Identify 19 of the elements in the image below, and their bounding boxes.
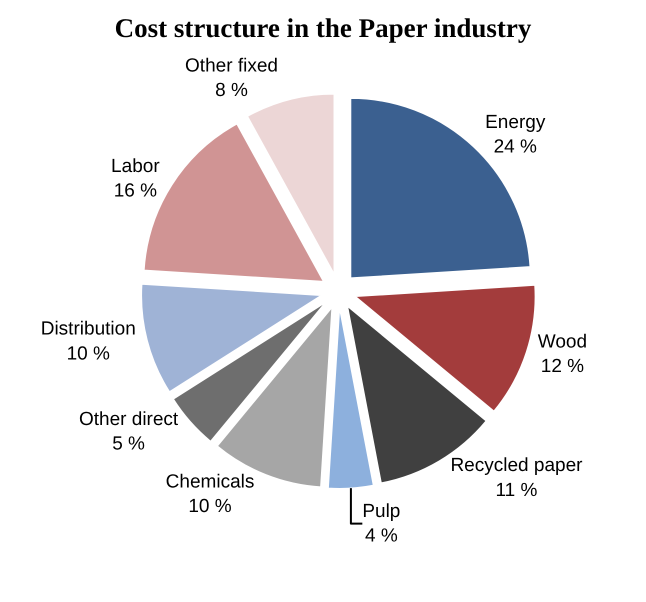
slice-label: Labor [111,156,160,177]
data-label: 10 % [188,496,232,518]
data-label: 8 % [215,80,248,102]
slice-label: Pulp [362,500,400,522]
chart-title: Cost structure in the Paper industry [114,12,532,43]
slice-label: Other fixed [185,55,278,76]
data-label: 16 % [114,180,158,202]
data-label: 10 % [66,343,110,364]
data-label: 4 % [364,525,398,546]
slice-label: Wood [538,331,588,352]
slice-label: Distribution [40,318,136,340]
slice-label: Energy [485,112,546,134]
slice-label: Recycled paper [450,455,584,476]
data-label: 24 % [494,136,537,158]
data-label: 12 % [540,356,584,378]
data-label: 5 % [112,433,146,454]
data-label: 11 % [496,480,538,501]
slice-label: Other direct [78,408,179,430]
slice-label: Chemicals [166,472,254,493]
